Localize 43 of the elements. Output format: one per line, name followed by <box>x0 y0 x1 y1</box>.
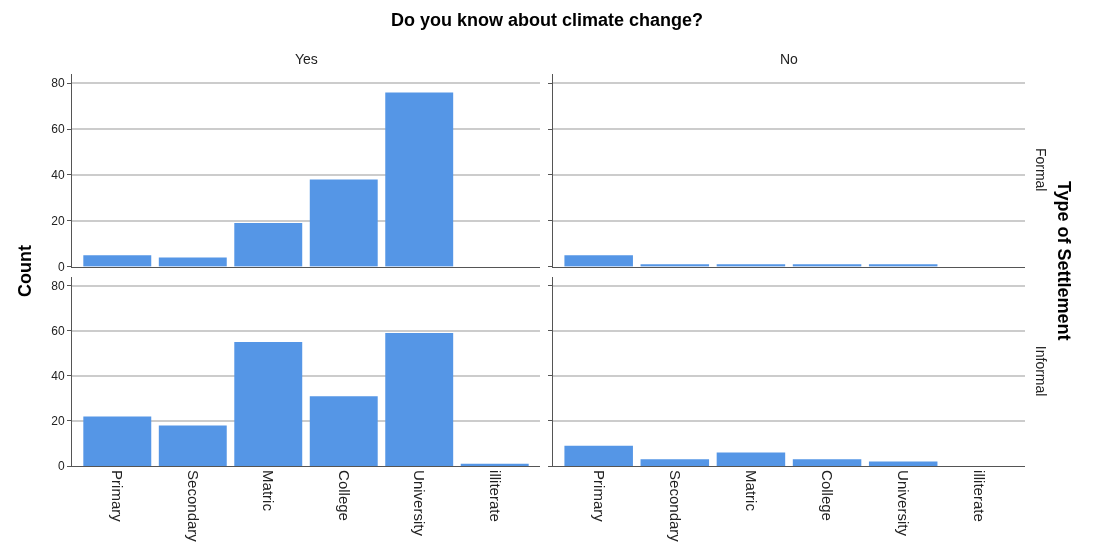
bar <box>83 255 152 267</box>
y2-axis-title: Formal <box>1032 147 1049 192</box>
bar <box>309 179 378 267</box>
x-tick-label: Primary <box>109 470 127 523</box>
y-tick-label: 0 <box>57 259 65 274</box>
x-tick-label: University <box>411 470 429 537</box>
x-tick-label: Matric <box>260 470 278 512</box>
bar <box>716 452 786 467</box>
x-tick-label: Primary <box>590 470 608 523</box>
bar <box>83 416 152 467</box>
y-tick-label: 60 <box>51 323 65 338</box>
x-tick-label: College <box>335 470 353 521</box>
y-tick-label: 40 <box>51 168 65 183</box>
x-tick-label: College <box>819 470 837 521</box>
x-tick-label: illiterate <box>971 470 989 522</box>
y-tick-label: 80 <box>51 278 65 293</box>
bar <box>385 92 454 267</box>
chart-title: No <box>780 51 799 67</box>
bar <box>640 459 710 467</box>
y-tick-label: 60 <box>51 122 65 137</box>
bar <box>234 223 303 267</box>
chart-title: Yes <box>295 51 318 67</box>
y-tick-label: 80 <box>51 76 65 91</box>
y2-axis-title: Informal <box>1032 345 1049 397</box>
bar <box>309 396 378 467</box>
y-tick-label: 20 <box>51 414 65 429</box>
bar <box>158 425 227 467</box>
x-tick-label: University <box>895 470 913 537</box>
text: Count <box>15 245 36 298</box>
bar <box>564 445 633 467</box>
text: Do you know about climate change? <box>391 10 704 30</box>
bar <box>234 341 303 467</box>
bar <box>158 257 227 267</box>
x-tick-label: illiterate <box>486 470 504 522</box>
bar <box>792 459 862 467</box>
y-tick-label: 40 <box>51 369 65 384</box>
x-tick-label: Matric <box>743 470 761 512</box>
x-tick-label: Secondary <box>666 470 684 543</box>
bar <box>385 332 454 467</box>
y-tick-label: 20 <box>51 213 65 228</box>
x-tick-label: Secondary <box>184 470 202 543</box>
y-tick-label: 0 <box>57 459 65 474</box>
text: Type of Settlement <box>1054 180 1075 341</box>
